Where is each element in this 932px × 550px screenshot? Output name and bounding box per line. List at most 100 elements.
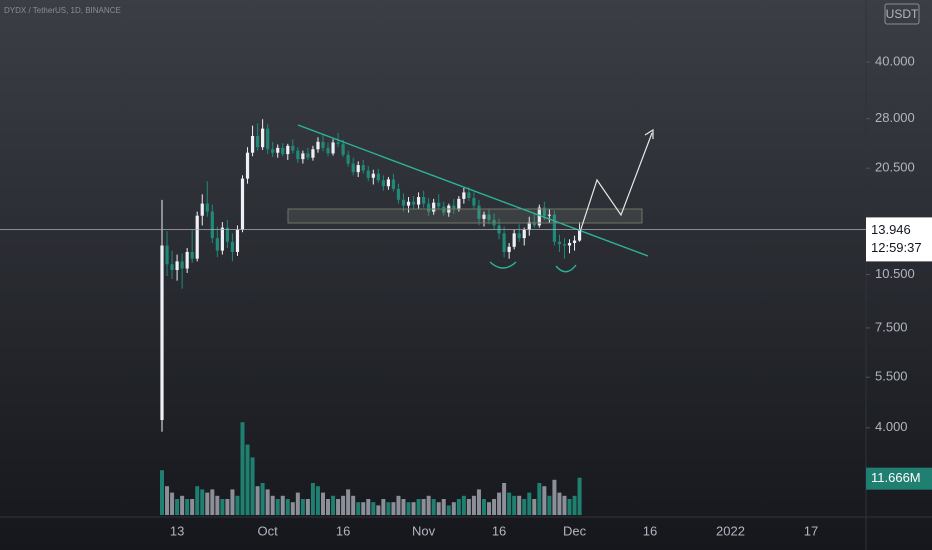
currency-button[interactable] <box>884 3 920 25</box>
symbol-title: DYDX / TetherUS, 1D, BINANCE <box>4 6 121 15</box>
candle-body <box>517 233 521 239</box>
volume-bar <box>326 499 331 515</box>
volume-bar <box>547 495 552 515</box>
volume-bar <box>451 502 456 515</box>
candle-body <box>386 179 390 187</box>
candle-body <box>185 251 189 269</box>
volume-bar <box>416 499 421 515</box>
y-tick-label: 7.500 <box>875 319 908 334</box>
volume-bar <box>230 489 235 515</box>
candle-body <box>532 222 536 226</box>
candle-body <box>567 243 572 246</box>
candle-body <box>487 214 491 220</box>
volume-bar <box>200 489 205 515</box>
candle-body <box>457 198 461 210</box>
candle-body <box>522 229 526 239</box>
candle-body <box>301 153 305 160</box>
candle-body <box>371 173 375 178</box>
volume-bar <box>502 483 507 515</box>
volume-bar <box>537 483 542 515</box>
volume-bar <box>567 499 572 515</box>
volume-bar <box>366 499 371 515</box>
y-tick-label: 10.500 <box>875 266 915 281</box>
candle-body <box>165 245 169 265</box>
candle-body <box>245 152 250 179</box>
volume-bar <box>527 492 532 515</box>
volume-bar <box>562 495 567 515</box>
volume-bar <box>351 495 356 515</box>
range-box <box>287 208 643 224</box>
plot: 4.000 5.500 7.500 10.500 20.500 28.000 40.000 1… <box>160 53 915 538</box>
candle-body <box>336 142 340 144</box>
currency-label[interactable]: USDT <box>886 7 919 21</box>
candle-body <box>376 173 380 181</box>
volume-bar <box>185 499 190 515</box>
volume-bar <box>315 486 320 515</box>
volume-bar <box>481 499 486 515</box>
volume-bar <box>165 486 170 515</box>
x-tick-label: 2022 <box>716 523 745 538</box>
candle-body <box>527 222 531 230</box>
volume-bar <box>552 479 557 515</box>
trend-line <box>297 124 649 257</box>
volume-bar <box>446 505 451 515</box>
countdown-label: 12:59:37 <box>871 240 922 255</box>
y-tick-label: 20.500 <box>875 160 915 175</box>
x-tick-label: Nov <box>412 523 436 538</box>
candle-body <box>437 202 441 207</box>
candle-body <box>255 136 260 148</box>
volume-bar <box>512 495 517 515</box>
x-tick-label: Oct <box>258 523 279 538</box>
volume-bar <box>336 499 341 515</box>
volume-bar <box>401 499 406 515</box>
volume-bar <box>250 457 255 515</box>
candle-body <box>396 188 401 200</box>
candle-body <box>442 206 446 213</box>
candle-body <box>341 143 345 155</box>
volume-bar <box>260 483 265 515</box>
candle-body <box>210 211 214 239</box>
candle-body <box>266 128 270 150</box>
volume-bar <box>421 499 426 515</box>
candle-body <box>452 205 456 210</box>
volume-bar <box>225 499 230 515</box>
volume-bar <box>466 499 471 515</box>
candle-body <box>281 147 285 155</box>
candle-body <box>401 199 406 206</box>
volume-bar <box>396 495 401 515</box>
y-tick-label: 5.500 <box>875 369 908 384</box>
volume-bar <box>280 495 285 515</box>
candle-body <box>416 197 421 205</box>
candle-body <box>356 165 360 173</box>
candle-body <box>577 229 582 241</box>
pattern-curve <box>555 264 577 273</box>
candle-body <box>205 203 209 212</box>
candle-body <box>326 147 330 154</box>
candle-body <box>381 180 385 187</box>
volume-bar <box>492 499 497 515</box>
volume-bar <box>220 499 225 515</box>
last-price-box <box>866 217 932 262</box>
volume-bar <box>310 483 315 515</box>
candle-body <box>366 170 370 178</box>
volume-bar <box>487 502 492 515</box>
candle-body <box>572 240 577 244</box>
candle-body <box>311 149 315 158</box>
candle-body <box>215 238 219 251</box>
volume-bar <box>245 444 250 515</box>
candle-body <box>200 203 204 216</box>
volume-bar <box>431 499 436 515</box>
candle-body <box>351 163 355 173</box>
candle-body <box>552 214 557 242</box>
volume-bar <box>300 499 305 515</box>
candle-body <box>557 241 562 245</box>
volume-bar <box>160 470 164 515</box>
candle-body <box>547 214 551 216</box>
candle-body <box>250 136 255 153</box>
projection-arrowhead <box>644 128 654 139</box>
candle-body <box>406 201 411 206</box>
candle-body <box>230 241 235 252</box>
volume-bar <box>461 495 466 515</box>
candle-body <box>296 150 300 160</box>
candle-body <box>391 179 396 189</box>
